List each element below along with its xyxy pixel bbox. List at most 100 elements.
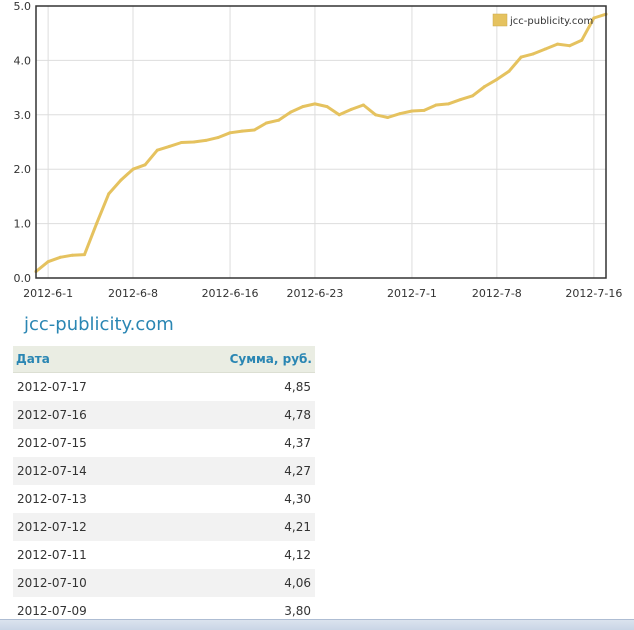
data-point[interactable] xyxy=(410,109,414,113)
plot-background xyxy=(36,6,606,278)
row-date: 2012-07-09 xyxy=(17,604,87,618)
plot-frame xyxy=(35,5,607,279)
data-point[interactable] xyxy=(337,113,341,117)
data-point[interactable] xyxy=(580,38,584,42)
data-point[interactable] xyxy=(507,69,511,73)
data-point[interactable] xyxy=(519,55,523,59)
data-point[interactable] xyxy=(46,260,50,264)
data-point[interactable] xyxy=(216,136,220,140)
data-point[interactable] xyxy=(543,47,547,51)
chart-legend: jcc-publicity.com xyxy=(492,13,593,27)
data-point[interactable] xyxy=(568,44,572,48)
data-point[interactable] xyxy=(483,85,487,88)
data-point[interactable] xyxy=(289,110,293,114)
row-sum: 3,80 xyxy=(284,604,311,618)
row-sum: 4,78 xyxy=(154,401,315,429)
table-header-row: Дата Сумма, руб. xyxy=(13,346,315,373)
x-tick-label: 2012-7-1 xyxy=(387,287,437,300)
data-point[interactable] xyxy=(83,253,86,257)
row-sum: 4,30 xyxy=(284,492,311,506)
data-point[interactable] xyxy=(374,113,378,117)
row-sum: 4,27 xyxy=(154,457,315,485)
data-point[interactable] xyxy=(325,105,329,109)
data-point[interactable] xyxy=(422,108,426,112)
row-date: 2012-07-15 xyxy=(17,436,87,450)
data-point[interactable] xyxy=(471,94,475,98)
row-sum: 4,12 xyxy=(284,548,311,562)
data-point[interactable] xyxy=(434,103,438,107)
table-row: 2012-07-12 4,21 xyxy=(13,513,315,541)
stats-table: Дата Сумма, руб. 2012-07-17 4,85 2012-07-1… xyxy=(13,346,315,625)
data-point[interactable] xyxy=(459,98,462,102)
y-tick-label: 3.0 xyxy=(14,109,32,122)
x-tick-label: 2012-7-16 xyxy=(565,287,622,300)
table-row: 2012-07-14 4,27 xyxy=(13,457,315,485)
series-line xyxy=(34,12,608,273)
legend-swatch xyxy=(492,13,508,27)
data-point[interactable] xyxy=(592,16,596,20)
data-point[interactable] xyxy=(192,140,196,144)
legend-label: jcc-publicity.com xyxy=(509,16,593,27)
row-date: 2012-07-11 xyxy=(17,548,87,562)
row-sum: 4,21 xyxy=(154,513,315,541)
data-point[interactable] xyxy=(70,253,74,257)
y-tick-label: 5.0 xyxy=(14,0,32,13)
table-body: 2012-07-17 4,85 2012-07-16 4,78 2012-07-15 4,… xyxy=(13,373,315,626)
y-tick-label: 1.0 xyxy=(14,218,32,231)
data-point[interactable] xyxy=(107,192,111,196)
data-point[interactable] xyxy=(240,129,244,133)
data-point[interactable] xyxy=(301,105,305,109)
table-row: 2012-07-10 4,06 xyxy=(13,569,315,597)
data-point[interactable] xyxy=(349,107,353,111)
column-header-date[interactable]: Дата xyxy=(13,346,155,373)
data-point[interactable] xyxy=(495,77,499,81)
bottom-scrollbar[interactable] xyxy=(0,619,634,630)
table-row: 2012-07-17 4,85 xyxy=(13,373,315,402)
line-chart: 0.0 1.0 2.0 3.0 4.0 5.0 2012-6-1 2012-6-8 2012-6… xyxy=(14,0,623,300)
data-point[interactable] xyxy=(167,144,171,148)
data-point[interactable] xyxy=(180,141,183,144)
column-header-sum[interactable]: Сумма, руб. xyxy=(154,346,315,373)
x-tick-label: 2012-6-1 xyxy=(23,287,73,300)
table-row: 2012-07-11 4,12 xyxy=(13,541,315,569)
table-row: 2012-07-15 4,37 xyxy=(13,429,315,457)
site-title: jcc-publicity.com xyxy=(24,314,174,335)
data-point[interactable] xyxy=(228,131,232,135)
data-point[interactable] xyxy=(531,52,535,56)
data-point[interactable] xyxy=(386,116,390,119)
row-date: 2012-07-13 xyxy=(17,492,87,506)
data-point[interactable] xyxy=(446,102,450,106)
data-point[interactable] xyxy=(143,163,147,167)
data-point[interactable] xyxy=(204,138,208,142)
data-point[interactable] xyxy=(398,112,402,116)
row-sum: 4,37 xyxy=(284,436,311,450)
table-row: 2012-07-13 4,30 xyxy=(13,485,315,513)
y-tick-label: 2.0 xyxy=(14,163,32,176)
data-point[interactable] xyxy=(119,178,123,182)
y-tick-label: 4.0 xyxy=(14,54,32,67)
y-tick-label: 0.0 xyxy=(14,272,32,285)
x-tick-label: 2012-6-16 xyxy=(202,287,259,300)
table-row: 2012-07-09 3,80 xyxy=(13,597,315,625)
data-point[interactable] xyxy=(277,118,281,122)
row-sum: 4,85 xyxy=(284,380,311,394)
x-tick-label: 2012-6-23 xyxy=(286,287,343,300)
data-point[interactable] xyxy=(155,148,159,152)
data-point[interactable] xyxy=(95,222,99,226)
data-point[interactable] xyxy=(361,103,365,107)
data-point[interactable] xyxy=(264,121,268,125)
row-date: 2012-07-17 xyxy=(17,380,87,394)
data-point[interactable] xyxy=(58,255,62,259)
data-point[interactable] xyxy=(252,128,256,132)
data-point[interactable] xyxy=(131,167,135,171)
data-point[interactable] xyxy=(313,102,317,106)
table-row: 2012-07-16 4,78 xyxy=(13,401,315,429)
data-point[interactable] xyxy=(556,42,559,46)
row-date: 2012-07-10 xyxy=(13,569,155,597)
row-sum: 4,06 xyxy=(154,569,315,597)
row-date: 2012-07-12 xyxy=(13,513,155,541)
x-tick-label: 2012-7-8 xyxy=(472,287,522,300)
row-date: 2012-07-14 xyxy=(13,457,155,485)
x-tick-label: 2012-6-8 xyxy=(108,287,158,300)
row-date: 2012-07-16 xyxy=(13,401,155,429)
